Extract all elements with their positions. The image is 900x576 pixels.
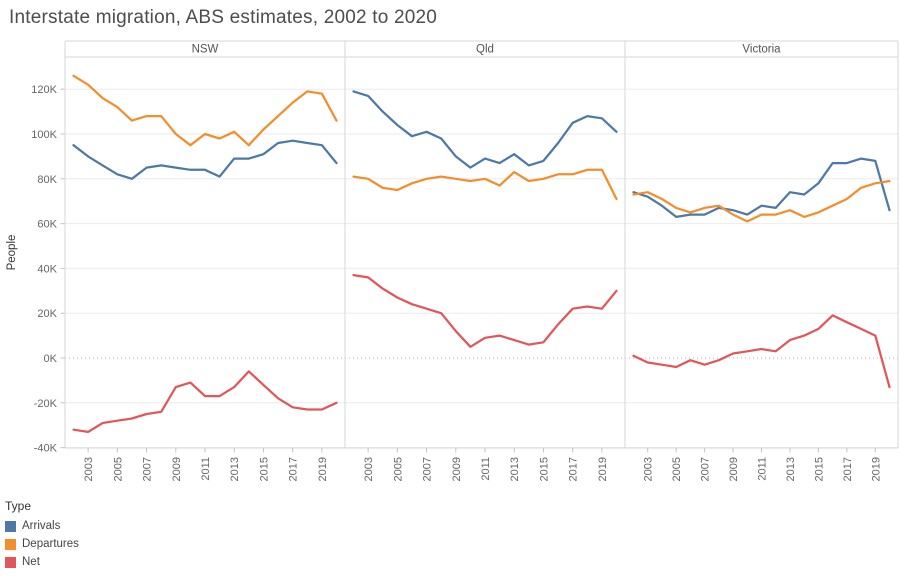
x-tick-label: 2013 — [509, 457, 521, 481]
legend-item-arrivals[interactable]: Arrivals — [5, 517, 79, 535]
legend-swatch-arrivals-icon — [5, 520, 16, 532]
y-tick-label: -40K — [34, 443, 58, 455]
legend-swatch-departures-icon — [5, 538, 16, 550]
x-tick-label: 2011 — [200, 457, 212, 481]
x-tick-label: 2009 — [451, 457, 463, 481]
y-tick-label: 0K — [44, 353, 58, 365]
x-tick-label: 2019 — [597, 457, 609, 481]
x-tick-label: 2007 — [700, 457, 712, 481]
x-tick-label: 2017 — [568, 457, 580, 481]
legend-item-departures[interactable]: Departures — [5, 535, 79, 553]
series-line-victoria-net[interactable] — [632, 314, 891, 389]
legend-label-departures: Departures — [22, 538, 79, 550]
x-tick-label: 2009 — [171, 457, 183, 481]
y-tick-label: 40K — [37, 263, 57, 275]
x-tick-label: 2015 — [258, 457, 270, 481]
x-tick-label: 2017 — [842, 457, 854, 481]
y-tick-label: -20K — [34, 398, 58, 410]
x-tick-label: 2015 — [538, 457, 550, 481]
x-tick-label: 2005 — [392, 457, 404, 481]
legend-title: Type — [5, 499, 32, 513]
panel-header-qld: Qld — [476, 44, 494, 56]
y-tick-label: 120K — [31, 84, 57, 96]
x-tick-label: 2015 — [813, 457, 825, 481]
x-tick-label: 2013 — [229, 457, 241, 481]
x-tick-label: 2019 — [317, 457, 329, 481]
chart-title: Interstate migration, ABS estimates, 200… — [9, 7, 438, 28]
series-line-nsw-net[interactable] — [72, 370, 338, 434]
x-tick-label: 2011 — [757, 457, 769, 481]
x-tick-label: 2009 — [728, 457, 740, 481]
x-tick-label: 2007 — [422, 457, 434, 481]
x-tick-label: 2007 — [142, 457, 154, 481]
y-tick-label: 20K — [37, 308, 57, 320]
x-tick-label: 2003 — [83, 457, 95, 481]
y-axis-title: People — [6, 235, 18, 271]
y-tick-label: 100K — [31, 129, 57, 141]
y-tick-label: 80K — [37, 174, 57, 186]
x-tick-label: 2017 — [288, 457, 300, 481]
x-tick-label: 2005 — [671, 457, 683, 481]
x-tick-label: 2003 — [643, 457, 655, 481]
x-tick-label: 2019 — [870, 457, 882, 481]
series-line-nsw-departures[interactable] — [72, 74, 338, 147]
x-tick-label: 2013 — [785, 457, 797, 481]
panel-header-victoria: Victoria — [742, 44, 781, 56]
y-tick-label: 60K — [37, 219, 57, 231]
legend-swatch-net-icon — [5, 556, 16, 568]
legend-label-arrivals: Arrivals — [22, 520, 61, 532]
migration-line-chart: -40K -20K 0K 20K 40K 60K 80K 100K 120K People NSW 2… — [6, 40, 899, 481]
series-line-nsw-arrivals[interactable] — [72, 139, 338, 180]
series-line-qld-departures[interactable] — [352, 168, 618, 201]
x-tick-label: 2011 — [480, 457, 492, 481]
panel-header-nsw: NSW — [192, 44, 219, 56]
series-line-victoria-departures[interactable] — [632, 179, 891, 223]
x-tick-label: 2003 — [363, 457, 375, 481]
legend-item-net[interactable]: Net — [5, 553, 79, 571]
legend: Type Arrivals Departures Net — [5, 499, 79, 571]
series-line-victoria-arrivals[interactable] — [632, 157, 891, 219]
series-line-qld-arrivals[interactable] — [352, 90, 618, 169]
series-line-qld-net[interactable] — [352, 273, 618, 348]
x-tick-label: 2005 — [112, 457, 124, 481]
legend-label-net: Net — [22, 556, 40, 568]
